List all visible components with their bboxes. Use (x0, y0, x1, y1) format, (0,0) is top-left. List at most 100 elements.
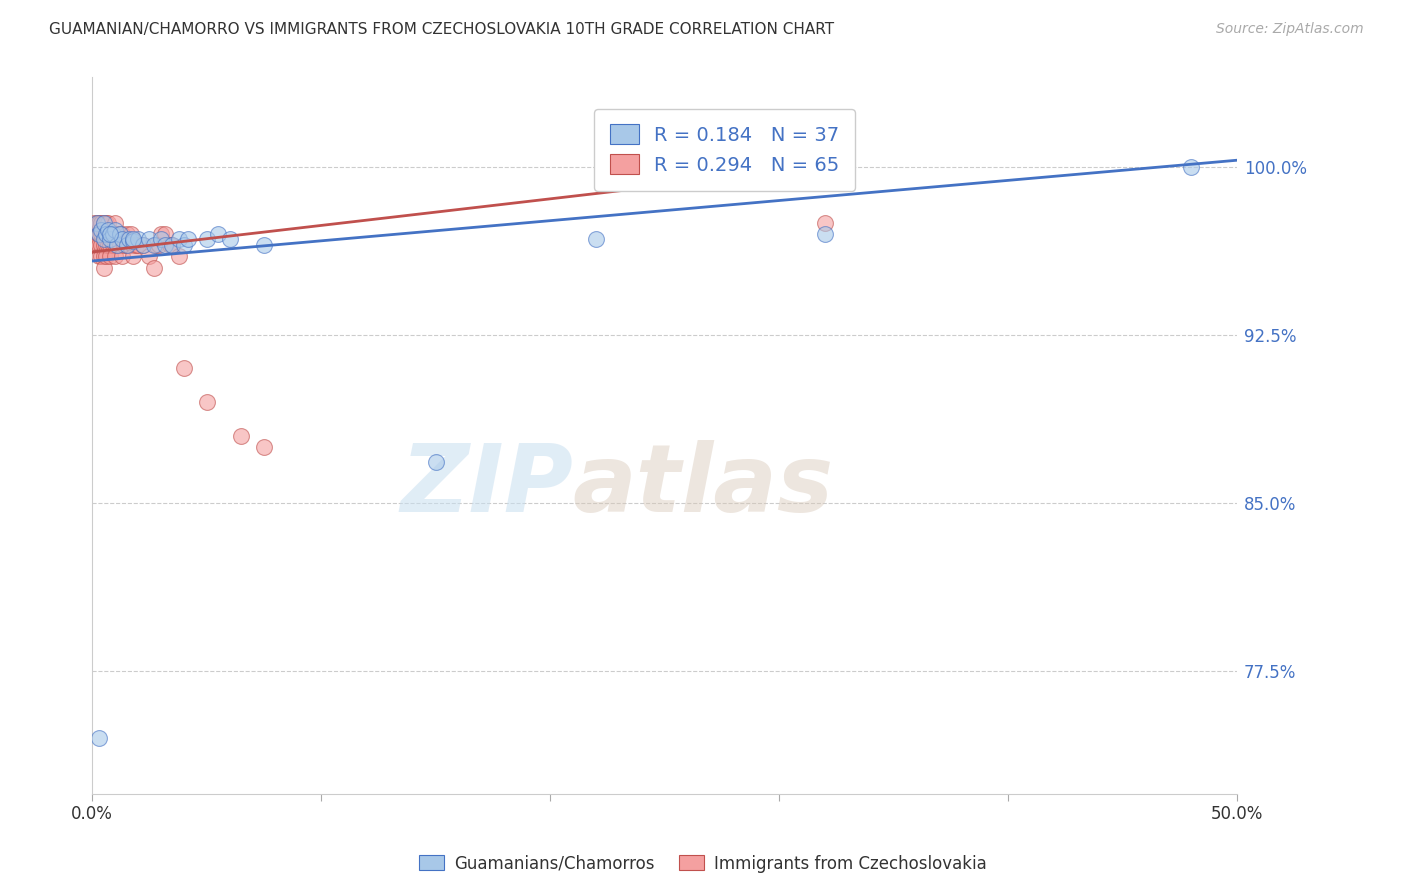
Point (97, 222, 120, 236)
Point (155, 238, 177, 252)
Point (253, 440, 276, 454)
Point (131, 238, 153, 252)
Point (162, 238, 184, 252)
Point (93, 216, 115, 230)
Point (122, 231, 145, 245)
Point (97, 238, 120, 252)
Point (814, 216, 837, 230)
Point (145, 238, 167, 252)
Text: ZIP: ZIP (399, 440, 572, 532)
Point (100, 250, 122, 264)
Point (94, 227, 117, 241)
Text: atlas: atlas (572, 440, 834, 532)
Point (173, 238, 195, 252)
Point (87, 216, 110, 230)
Point (100, 231, 122, 245)
Point (122, 250, 145, 264)
Point (115, 238, 138, 252)
Legend: Guamanians/Chamorros, Immigrants from Czechoslovakia: Guamanians/Chamorros, Immigrants from Cz… (412, 848, 994, 880)
Point (94, 238, 117, 252)
Point (115, 227, 138, 241)
Point (721, 160, 744, 174)
Point (585, 231, 607, 245)
Point (138, 231, 160, 245)
Point (105, 227, 128, 241)
Point (108, 227, 131, 241)
Point (1180, 160, 1202, 174)
Point (108, 227, 131, 241)
Point (101, 227, 124, 241)
Point (100, 227, 122, 241)
Point (90, 222, 112, 236)
Point (111, 227, 134, 241)
Point (814, 227, 837, 241)
Point (87, 731, 110, 745)
Point (105, 238, 128, 252)
Point (127, 231, 149, 245)
Point (94, 216, 117, 230)
Point (177, 231, 200, 245)
Point (87, 227, 110, 241)
Point (253, 238, 276, 252)
Point (104, 250, 127, 264)
Point (86, 216, 108, 230)
Point (93, 227, 115, 241)
Point (94, 250, 117, 264)
Text: GUAMANIAN/CHAMORRO VS IMMIGRANTS FROM CZECHOSLOVAKIA 10TH GRADE CORRELATION CHAR: GUAMANIAN/CHAMORRO VS IMMIGRANTS FROM CZ… (49, 22, 834, 37)
Point (159, 238, 181, 252)
Point (112, 238, 135, 252)
Point (93, 260, 115, 275)
Point (108, 238, 131, 252)
Point (90, 216, 112, 230)
Point (218, 231, 240, 245)
Point (101, 238, 124, 252)
Point (86, 238, 108, 252)
Point (173, 361, 195, 376)
Point (195, 231, 218, 245)
Point (118, 238, 141, 252)
Point (93, 216, 115, 230)
Point (149, 231, 172, 245)
Point (97, 227, 120, 241)
Point (195, 395, 218, 409)
Point (100, 238, 122, 252)
Point (149, 227, 172, 241)
Point (93, 238, 115, 252)
Point (143, 238, 166, 252)
Point (83, 238, 105, 252)
Point (111, 250, 134, 264)
Point (105, 238, 128, 252)
Point (120, 227, 142, 241)
Point (87, 227, 110, 241)
Point (87, 238, 110, 252)
Point (90, 227, 112, 241)
Point (86, 216, 108, 230)
Point (124, 238, 146, 252)
Point (118, 231, 141, 245)
Point (83, 216, 105, 230)
Point (104, 222, 127, 236)
Point (115, 238, 138, 252)
Point (97, 216, 120, 230)
Point (207, 227, 229, 241)
Point (131, 238, 153, 252)
Point (138, 250, 160, 264)
Point (90, 238, 112, 252)
Point (104, 227, 127, 241)
Point (94, 227, 117, 241)
Point (104, 238, 127, 252)
Point (162, 238, 184, 252)
Point (90, 250, 112, 264)
Point (93, 250, 115, 264)
Text: Source: ZipAtlas.com: Source: ZipAtlas.com (1216, 22, 1364, 37)
Point (122, 238, 145, 252)
Point (425, 455, 447, 469)
Point (229, 428, 252, 442)
Point (111, 231, 134, 245)
Point (104, 216, 127, 230)
Point (127, 238, 149, 252)
Point (122, 234, 145, 248)
Point (148, 238, 170, 252)
Point (100, 227, 122, 241)
Point (93, 231, 115, 245)
